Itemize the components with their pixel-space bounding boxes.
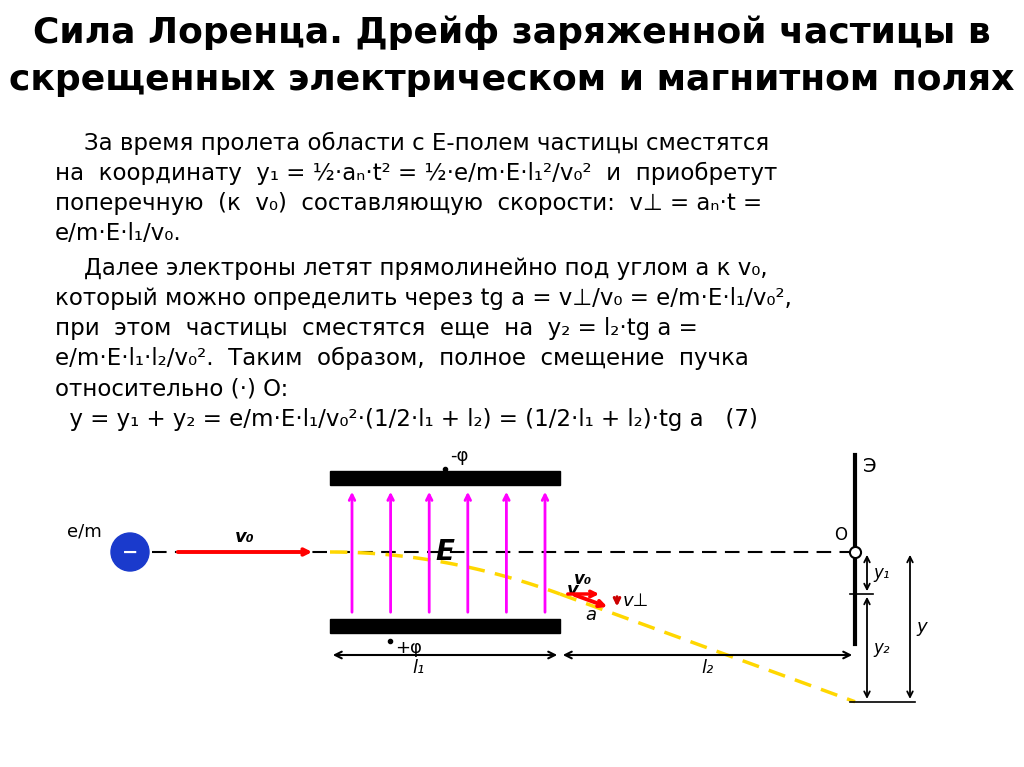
Bar: [330, 619, 560, 633]
Text: v⊥: v⊥: [623, 592, 649, 610]
Text: e/m: e/m: [68, 522, 102, 540]
Text: на  координату  y₁ = ½·aₙ·t² = ½·e/m·E·l₁²/v₀²  и  приобретут: на координату y₁ = ½·aₙ·t² = ½·e/m·E·l₁²…: [55, 162, 777, 185]
Text: y = y₁ + y₂ = e/m·E·l₁/v₀²·(1/2·l₁ + l₂) = (1/2·l₁ + l₂)·tg a   (7): y = y₁ + y₂ = e/m·E·l₁/v₀²·(1/2·l₁ + l₂)…: [55, 408, 758, 431]
Text: v₀: v₀: [236, 528, 255, 546]
Text: при  этом  частицы  сместятся  еще  на  y₂ = l₂·tg a =: при этом частицы сместятся еще на y₂ = l…: [55, 317, 697, 340]
Text: Далее электроны летят прямолинейно под углом a к v₀,: Далее электроны летят прямолинейно под у…: [55, 257, 768, 280]
Text: который можно определить через tg a = v⊥/v₀ = e/m·E·l₁/v₀²,: который можно определить через tg a = v⊥…: [55, 287, 792, 310]
Text: v: v: [567, 581, 579, 599]
Text: За время пролета области с E-полем частицы сместятся: За время пролета области с E-полем части…: [55, 132, 769, 155]
Text: l₂: l₂: [701, 659, 714, 677]
Text: -φ: -φ: [450, 447, 468, 465]
Text: Сила Лоренца. Дрейф заряженной частицы в: Сила Лоренца. Дрейф заряженной частицы в: [33, 15, 991, 50]
Circle shape: [111, 533, 150, 571]
Text: скрещенных электрическом и магнитном полях: скрещенных электрическом и магнитном пол…: [9, 63, 1015, 97]
Text: e/m·E·l₁·l₂/v₀².  Таким  образом,  полное  смещение  пучка: e/m·E·l₁·l₂/v₀². Таким образом, полное с…: [55, 347, 749, 370]
Text: y₂: y₂: [873, 639, 890, 657]
Text: Э: Э: [863, 457, 877, 476]
Text: e/m·E·l₁/v₀.: e/m·E·l₁/v₀.: [55, 222, 181, 245]
Text: −: −: [122, 542, 138, 561]
Text: y₁: y₁: [873, 564, 890, 582]
Text: относительно (·) O:: относительно (·) O:: [55, 377, 288, 400]
Text: O: O: [834, 526, 847, 544]
Text: l₁: l₁: [413, 659, 425, 677]
Text: E: E: [435, 538, 455, 566]
Text: +φ: +φ: [395, 639, 422, 657]
Text: y: y: [916, 618, 927, 636]
Text: a: a: [585, 606, 596, 624]
Text: v₀: v₀: [573, 570, 592, 588]
Text: поперечную  (к  v₀)  составляющую  скорости:  v⊥ = aₙ·t =: поперечную (к v₀) составляющую скорости:…: [55, 192, 762, 215]
Bar: [330, 471, 560, 485]
